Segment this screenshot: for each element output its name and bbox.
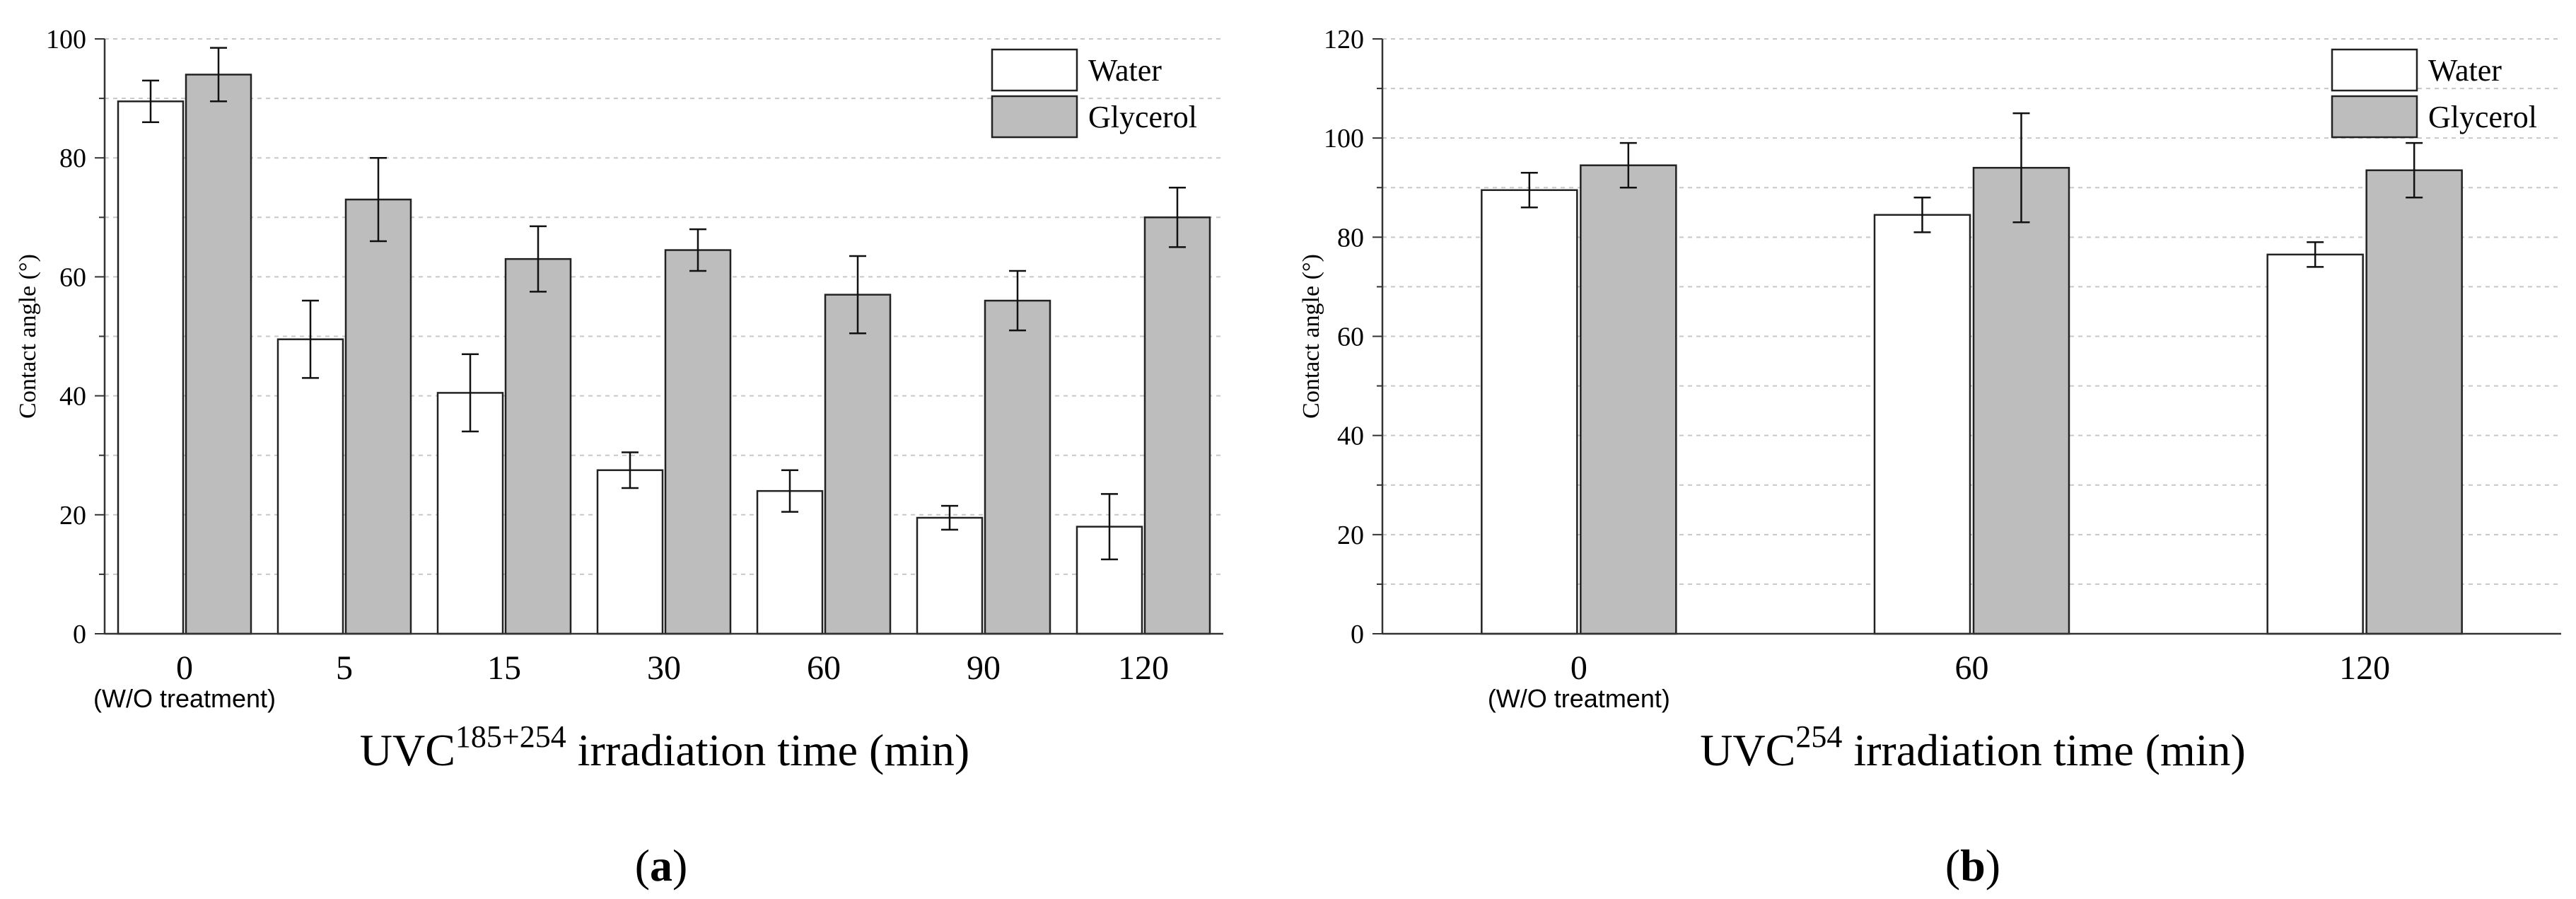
y-axis-label: Contact angle (°) [1298,254,1324,419]
x-tick-label: 90 [967,649,1001,687]
bar-glycerol-120 [1143,216,1211,635]
panel-label: (a) [635,840,688,891]
x-tick-note: (W/O treatment) [1488,684,1670,713]
x-tick-label: 120 [1118,649,1169,687]
x-axis-label-prefix: UVC [1700,725,1795,775]
y-tick-label: 80 [59,144,86,173]
y-tick-label: 100 [46,25,86,54]
panel-label-close: ) [1986,840,2000,891]
x-axis-label-superscript: 254 [1795,719,1842,754]
bar-glycerol-60 [824,294,892,635]
legend-label-water: Water [2428,53,2502,88]
y-tick-label: 0 [73,620,86,649]
x-axis-label-suffix: irradiation time (min) [566,725,970,775]
x-tick-label: 5 [336,649,353,687]
panel-label-letter: a [650,840,672,891]
y-tick-label: 60 [59,262,86,292]
panel-label: (b) [1945,840,2000,891]
y-tick-label: 80 [1337,223,1364,253]
panel-label-open: ( [1945,840,1960,891]
legend-swatch-glycerol [991,95,1078,139]
legend-label-glycerol: Glycerol [1088,100,1197,134]
y-tick-label: 60 [1337,323,1364,352]
bar-water-120 [2266,253,2364,635]
x-tick-label: 0 [176,649,193,687]
bar-water-90 [916,516,984,635]
x-tick-label: 120 [2339,649,2390,687]
x-tick-label: 0 [1570,649,1587,687]
legend-label-glycerol: Glycerol [2428,100,2537,134]
bar-water-5 [276,338,344,635]
y-tick-label: 120 [1324,25,1364,54]
y-tick-label: 40 [59,382,86,412]
legend-swatch-glycerol [2331,95,2418,139]
legend-swatch-water [991,48,1078,92]
x-axis-label-prefix: UVC [360,725,455,775]
y-tick-label: 20 [59,501,86,530]
bar-glycerol-120 [2365,169,2463,635]
bar-glycerol-15 [504,257,572,635]
x-tick-label: 60 [1955,649,1989,687]
bar-glycerol-60 [1972,166,2070,635]
x-axis-label: UVC254 irradiation time (min) [1700,719,2246,775]
legend: Water Glycerol [991,48,1197,139]
x-tick-label: 15 [487,649,521,687]
bar-water-60 [756,489,824,635]
y-tick-label: 40 [1337,422,1364,451]
bar-glycerol-5 [344,198,412,635]
bar-water-30 [596,469,664,635]
legend: Water Glycerol [2331,48,2537,139]
bar-glycerol-0 [185,74,252,635]
x-axis-label-suffix: irradiation time (min) [1842,725,2246,775]
bar-glycerol-30 [664,249,732,635]
y-axis-label: Contact angle (°) [15,254,41,419]
x-tick-note: (W/O treatment) [93,684,276,713]
bar-glycerol-0 [1580,164,1677,635]
x-axis-label-superscript: 185+254 [455,719,566,754]
bar-water-60 [1873,214,1971,635]
panel-label-close: ) [672,840,687,891]
chart-panel-b: 0 20 40 60 80 100 120 0 60 120 (W/O treatment) Cont… [1298,25,2561,891]
panel-label-letter: b [1960,840,1986,891]
x-tick-label: 30 [647,649,681,687]
panel-label-open: ( [635,840,650,891]
bar-water-0 [1481,189,1578,635]
bar-glycerol-90 [984,299,1051,635]
x-tick-label: 60 [807,649,841,687]
bar-water-0 [117,100,185,635]
bar-water-15 [436,392,504,635]
y-tick-label: 20 [1337,521,1364,550]
y-tick-label: 100 [1324,124,1364,153]
chart-panel-a: 0 20 40 60 80 100 0 5 15 30 60 90 120 (W/O treatment)… [15,25,1223,891]
legend-label-water: Water [1088,53,1162,88]
x-axis-label: UVC185+254 irradiation time (min) [360,719,969,775]
y-tick-label: 0 [1351,620,1364,649]
legend-swatch-water [2331,48,2418,92]
